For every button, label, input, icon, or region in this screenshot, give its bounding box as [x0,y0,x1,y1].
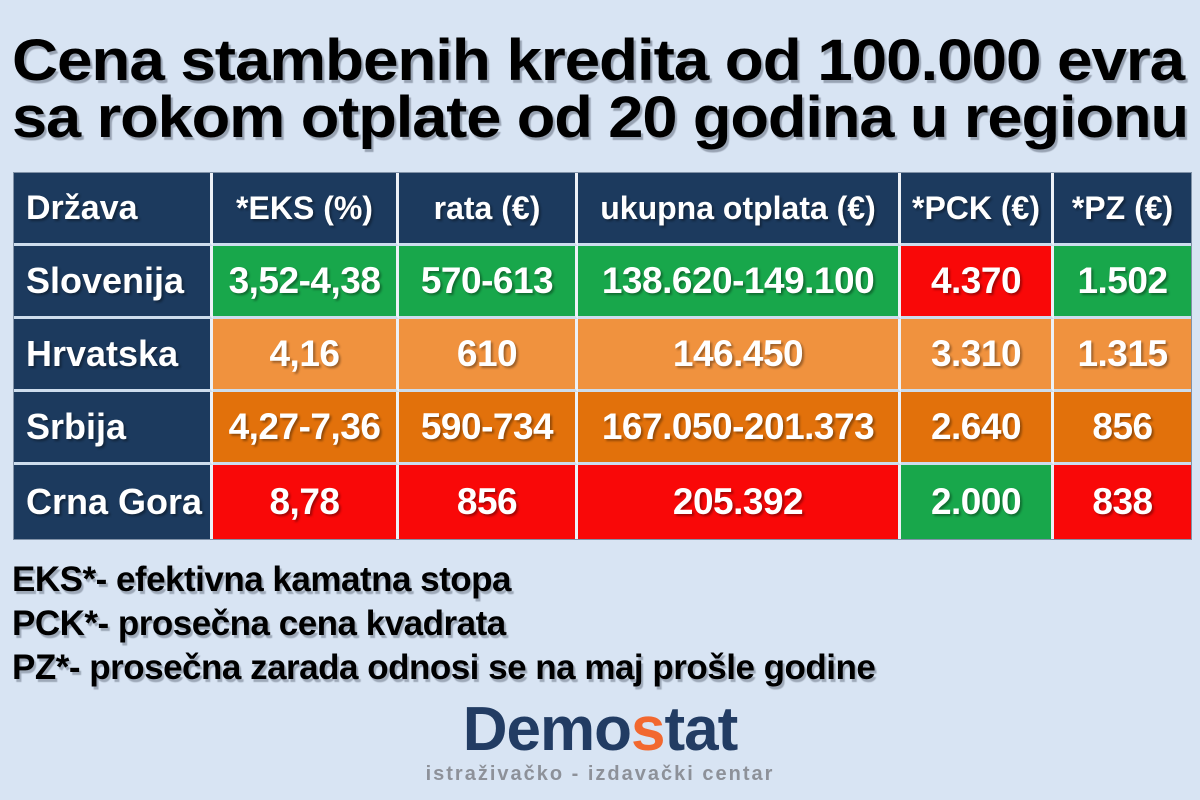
cell-srbija-eks: 4,27-7,36 [213,392,399,465]
footnote-eks: EKS*- efektivna kamatna stopa [12,560,512,599]
demostat-wordmark: Demostat [0,699,1200,761]
cell-hrvatska-pz: 1.315 [1054,319,1191,392]
logo-subtitle: istraživačko - izdavački centar [425,763,775,785]
cell-slovenija-ukupna: 138.620-149.100 [578,246,901,319]
footnote-pck: PCK*- prosečna cena kvadrata [12,604,506,643]
footnote-pz: PZ*- prosečna zarada odnosi se na maj pr… [12,648,876,687]
column-header-pz: *PZ (€) [1054,173,1191,246]
column-header-drzava: Država [14,173,213,246]
row-label-hrvatska: Hrvatska [14,319,213,392]
row-label-crna-gora: Crna Gora [14,465,213,539]
page-title: Cena stambenih kredita od 100.000 evra s… [12,28,1192,150]
title-line-1: Cena stambenih kredita od 100.000 evra [12,28,1185,93]
cell-crna-gora-pz: 838 [1054,465,1191,539]
cell-hrvatska-rata: 610 [399,319,578,392]
cell-crna-gora-ukupna: 205.392 [578,465,901,539]
cell-hrvatska-ukupna: 146.450 [578,319,901,392]
logo-part-2: tat [664,695,738,764]
footnotes: EKS*- efektivna kamatna stopa PCK*- pros… [12,558,1192,690]
cell-slovenija-eks: 3,52-4,38 [213,246,399,319]
logo-part-1: Demo [462,695,632,764]
cell-srbija-rata: 590-734 [399,392,578,465]
column-header-eks: *EKS (%) [213,173,399,246]
cell-srbija-pz: 856 [1054,392,1191,465]
demostat-logo: Demostat istraživačko - izdavački centar [0,699,1200,786]
cell-crna-gora-pck: 2.000 [901,465,1054,539]
row-label-srbija: Srbija [14,392,213,465]
cell-srbija-ukupna: 167.050-201.373 [578,392,901,465]
cell-crna-gora-eks: 8,78 [213,465,399,539]
cell-srbija-pck: 2.640 [901,392,1054,465]
cell-slovenija-pz: 1.502 [1054,246,1191,319]
cell-hrvatska-eks: 4,16 [213,319,399,392]
row-label-slovenija: Slovenija [14,246,213,319]
column-header-ukupna-otplata: ukupna otplata (€) [578,173,901,246]
credit-cost-table: Država *EKS (%) rata (€) ukupna otplata … [13,172,1192,540]
logo-accent-letter: s [631,695,665,764]
column-header-pck: *PCK (€) [901,173,1054,246]
cell-slovenija-pck: 4.370 [901,246,1054,319]
title-line-2: sa rokom otplate od 20 godina u regionu [12,85,1189,150]
column-header-rata: rata (€) [399,173,578,246]
cell-crna-gora-rata: 856 [399,465,578,539]
cell-hrvatska-pck: 3.310 [901,319,1054,392]
cell-slovenija-rata: 570-613 [399,246,578,319]
